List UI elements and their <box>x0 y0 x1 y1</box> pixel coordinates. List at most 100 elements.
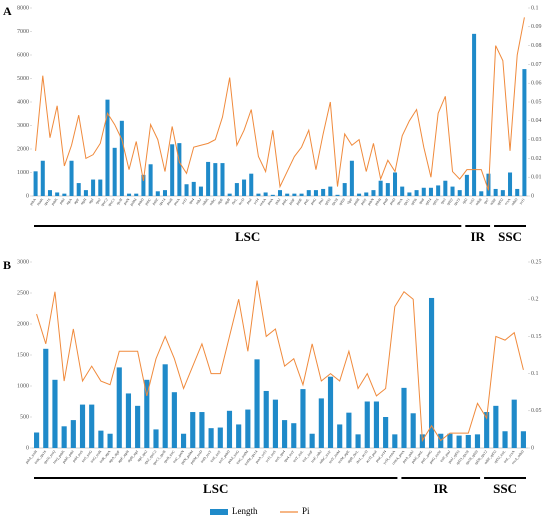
panel-label: B <box>3 258 11 272</box>
bar <box>474 434 481 448</box>
bar <box>199 412 205 448</box>
legend-label: Pi <box>302 506 310 516</box>
bar <box>263 192 268 196</box>
bar <box>378 180 383 196</box>
x-tick-label: ndhK <box>201 197 209 206</box>
x-tick-label: psbN <box>367 197 375 206</box>
bar <box>83 190 88 196</box>
y2-tick-label: 0.04 <box>531 118 542 124</box>
x-tick-label: rps11 <box>403 197 411 206</box>
bar <box>234 183 239 196</box>
x-tick-label: atpA <box>65 197 73 205</box>
bar <box>337 424 343 448</box>
x-tick-label: petD <box>389 197 397 205</box>
x-tick-label: petN <box>123 197 131 205</box>
bar <box>357 193 362 196</box>
bar <box>254 359 260 448</box>
x-tick-label: rps18 <box>331 197 339 206</box>
bar <box>263 390 269 448</box>
bar <box>217 427 223 448</box>
x-tick-label: atpI_rps2 <box>136 449 148 462</box>
y2-tick-label: 0.08 <box>531 43 542 49</box>
bar <box>364 192 369 196</box>
bar <box>226 410 233 448</box>
bar <box>116 367 122 448</box>
bar <box>511 399 517 448</box>
x-tick-label: petA <box>267 197 275 205</box>
region-label: LSC <box>203 481 228 496</box>
bar <box>313 190 318 196</box>
x-tick-label: rpoC1 <box>107 197 116 207</box>
bar <box>484 412 490 448</box>
bar <box>134 193 139 196</box>
bar <box>180 433 187 448</box>
bar <box>184 184 189 196</box>
bar <box>33 171 38 196</box>
y2-tick-label: 0.2 <box>531 297 539 303</box>
y-tick-label: 2500 <box>17 290 29 296</box>
bar <box>508 172 513 196</box>
region-label: SSC <box>493 481 517 496</box>
bar <box>89 404 95 448</box>
bar <box>162 364 168 448</box>
bar <box>55 192 60 196</box>
x-tick-label: psbK <box>51 197 59 206</box>
bar <box>170 144 175 196</box>
bar <box>256 193 261 196</box>
bar <box>105 99 110 196</box>
region-label: IR <box>434 481 449 496</box>
x-tick-label: rpl36 <box>410 197 418 206</box>
legend-label: Length <box>232 506 258 516</box>
bar <box>436 185 441 196</box>
x-tick-label: rpl20 <box>338 197 346 206</box>
x-tick-label: rpl14 <box>424 197 432 206</box>
bar <box>520 431 526 448</box>
bar <box>383 417 389 448</box>
bar <box>309 433 315 448</box>
y-tick-label: 8000 <box>17 5 29 11</box>
y-tick-label: 5000 <box>17 76 29 82</box>
bar <box>79 404 86 448</box>
bar <box>62 193 67 196</box>
x-tick-label: atpF <box>73 198 80 205</box>
y2-tick-label: 0.07 <box>531 62 542 68</box>
bar <box>447 433 453 448</box>
x-tick-label: ndhD <box>510 197 518 206</box>
bar <box>342 183 347 196</box>
bar <box>300 389 306 448</box>
x-tick-label: rps3 <box>440 197 447 204</box>
x-tick-label: rpoC2 <box>100 197 109 207</box>
bar <box>40 160 45 196</box>
bar <box>502 431 508 448</box>
bar <box>242 179 247 196</box>
bar <box>522 69 527 196</box>
x-tick-label: ndhB <box>475 197 483 206</box>
y-tick-label: 6000 <box>17 52 29 58</box>
bar <box>364 401 370 448</box>
x-tick-label: atpH <box>80 197 88 205</box>
x-tick-label: rps19 <box>453 197 461 206</box>
x-tick-label: matK <box>36 197 44 206</box>
x-tick-label: rps2 <box>95 197 102 204</box>
x-tick-label: ycf4 <box>253 197 260 205</box>
x-tick-label: psbE <box>295 197 303 206</box>
x-tick-label: rpoA <box>396 197 404 206</box>
x-tick-label: psbI <box>59 197 67 205</box>
y2-tick-label: 0.01 <box>531 175 542 181</box>
y-tick-label: 3000 <box>17 259 29 265</box>
y2-tick-label: 0.15 <box>531 334 542 340</box>
bar <box>162 190 167 196</box>
bar <box>465 434 471 448</box>
x-tick-label: petB <box>382 197 390 205</box>
bar <box>70 420 76 448</box>
y-tick-label: 0 <box>26 445 29 451</box>
bar <box>220 163 225 196</box>
bar <box>285 193 290 196</box>
bar <box>371 190 376 196</box>
bar <box>52 379 58 448</box>
bar <box>299 193 304 196</box>
bar <box>318 398 324 448</box>
bar <box>349 160 354 196</box>
x-tick-label: rpl32 <box>496 197 504 206</box>
x-tick-label: rps16 <box>43 197 51 206</box>
